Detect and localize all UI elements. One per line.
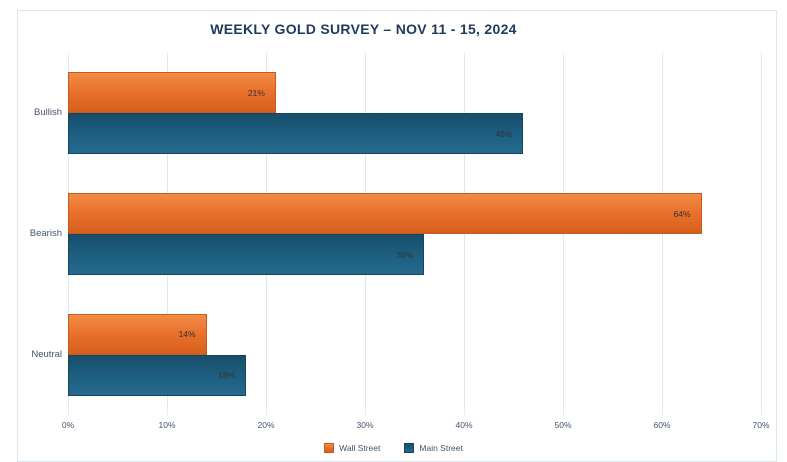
x-tick-label: 20% <box>257 420 275 430</box>
x-tick-label: 70% <box>752 420 770 430</box>
legend-label: Main Street <box>419 443 463 453</box>
x-tick-label: 60% <box>653 420 671 430</box>
bar-bearish-main-street: 36% <box>68 234 425 275</box>
x-tick-label: 30% <box>356 420 374 430</box>
x-tick-label: 40% <box>455 420 473 430</box>
chart-title: WEEKLY GOLD SURVEY – NOV 11 - 15, 2024 <box>210 21 517 37</box>
legend-swatch-icon <box>404 443 415 453</box>
x-tick-label: 10% <box>158 420 176 430</box>
bar-neutral-main-street: 18% <box>68 354 247 396</box>
bar-value-label: 21% <box>247 87 265 98</box>
category-label-bullish: Bullish <box>34 107 62 119</box>
bar-bullish-wall-street: 21% <box>68 72 276 114</box>
x-tick-label: 50% <box>554 420 572 430</box>
legend-item-main-street: Main Street <box>404 443 463 453</box>
bar-bullish-main-street: 46% <box>68 113 524 155</box>
plot-area: 21% 46% 64% 36% 14% 18% <box>68 53 762 415</box>
legend-item-wall-street: Wall Street <box>324 443 380 453</box>
bar-value-label: 46% <box>495 128 513 139</box>
bar-value-label: 14% <box>178 329 196 340</box>
bar-bearish-wall-street: 64% <box>68 193 702 234</box>
bar-value-label: 36% <box>396 249 414 260</box>
gridline <box>761 53 762 415</box>
x-tick-label: 0% <box>61 420 75 430</box>
gridline <box>563 53 564 415</box>
legend-swatch-icon <box>324 443 335 453</box>
gridline <box>662 53 663 415</box>
bar-value-label: 64% <box>673 208 691 219</box>
gridline <box>464 53 465 415</box>
category-label-bearish: Bearish <box>29 228 62 239</box>
legend: Wall Street Main Street <box>0 443 787 453</box>
bar-neutral-wall-street: 14% <box>68 313 207 355</box>
bar-value-label: 18% <box>218 370 236 381</box>
gold-survey-chart-page: { "title": "WEEKLY GOLD SURVEY – NOV 11 … <box>17 10 777 462</box>
category-label-neutral: Neutral <box>31 348 62 360</box>
legend-label: Wall Street <box>339 443 381 453</box>
